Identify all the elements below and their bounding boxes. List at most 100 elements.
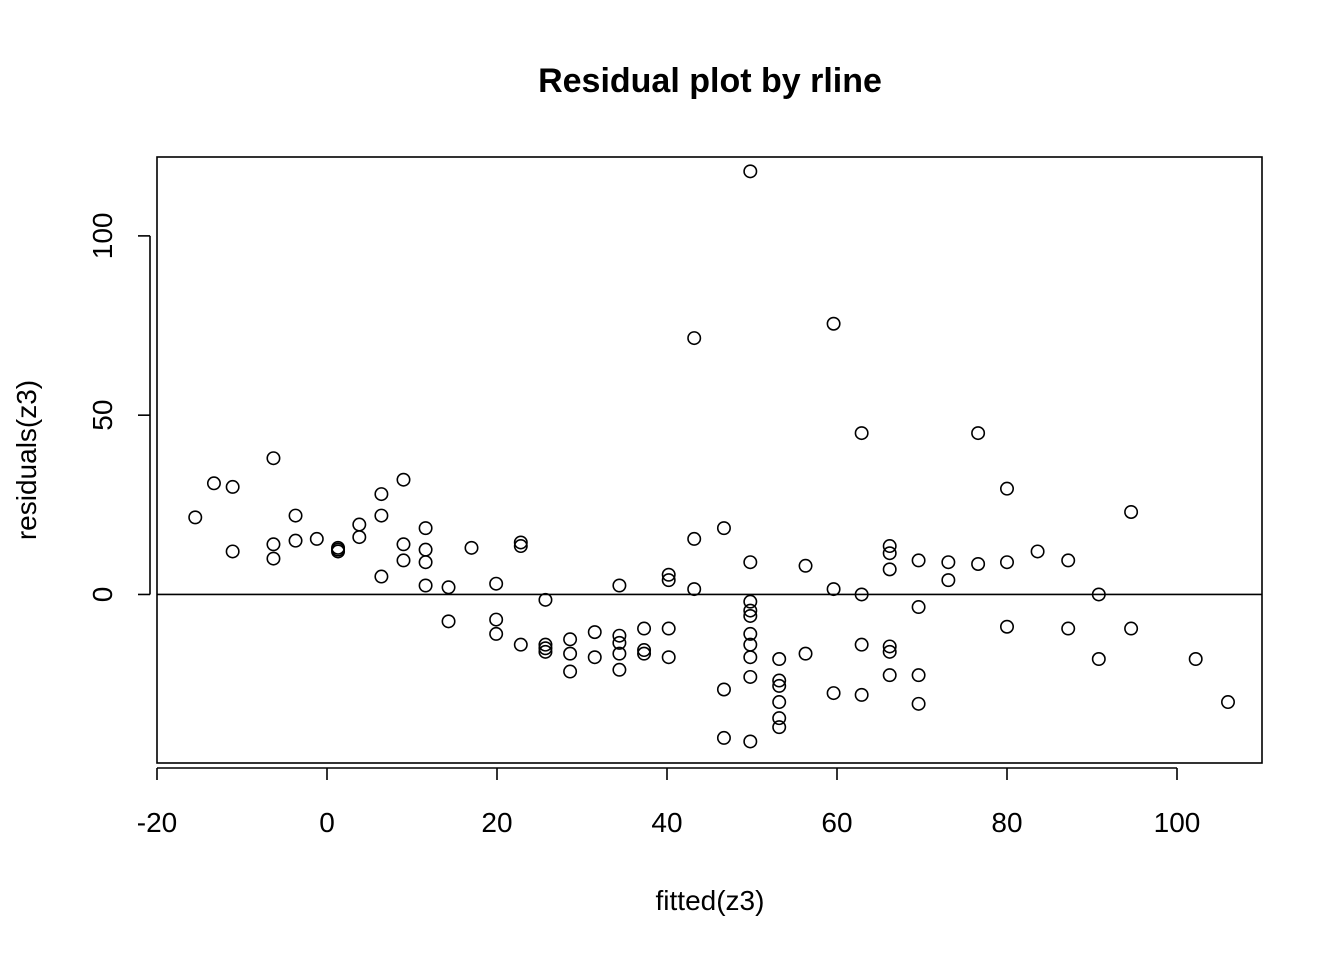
data-point bbox=[418, 521, 433, 536]
data-point bbox=[772, 652, 787, 667]
data-point bbox=[743, 555, 758, 570]
data-point bbox=[882, 639, 897, 654]
data-point bbox=[464, 540, 479, 555]
x-tick-label: 0 bbox=[319, 807, 335, 838]
y-tick-label: 100 bbox=[87, 213, 118, 260]
data-points bbox=[188, 164, 1236, 749]
data-point bbox=[612, 635, 627, 650]
data-point bbox=[288, 508, 303, 523]
data-point bbox=[225, 544, 240, 559]
x-axis: -20 0 20 40 60 80 100 bbox=[137, 767, 1201, 838]
data-point bbox=[798, 646, 813, 661]
data-point bbox=[854, 426, 869, 441]
data-point bbox=[637, 621, 652, 636]
data-point bbox=[772, 711, 787, 726]
data-point bbox=[612, 662, 627, 677]
data-point bbox=[743, 594, 758, 609]
data-point bbox=[743, 164, 758, 179]
data-point bbox=[911, 553, 926, 568]
data-point bbox=[206, 476, 221, 491]
data-point bbox=[882, 644, 897, 659]
data-point bbox=[661, 567, 676, 582]
x-tick-label: 20 bbox=[481, 807, 512, 838]
data-point bbox=[772, 720, 787, 735]
data-point bbox=[266, 537, 281, 552]
data-point bbox=[1061, 553, 1076, 568]
x-tick-label: -20 bbox=[137, 807, 177, 838]
data-point bbox=[587, 625, 602, 640]
y-tick-label: 50 bbox=[87, 400, 118, 431]
data-point bbox=[743, 650, 758, 665]
data-point bbox=[854, 587, 869, 602]
data-point bbox=[661, 650, 676, 665]
data-point bbox=[637, 643, 652, 658]
x-axis-label: fitted(z3) bbox=[656, 885, 765, 916]
data-point bbox=[772, 678, 787, 693]
data-point bbox=[854, 687, 869, 702]
data-point bbox=[374, 569, 389, 584]
data-point bbox=[1091, 652, 1106, 667]
data-point bbox=[374, 487, 389, 502]
data-point bbox=[489, 576, 504, 591]
x-tick-label: 60 bbox=[821, 807, 852, 838]
data-point bbox=[826, 582, 841, 597]
x-tick-label: 40 bbox=[651, 807, 682, 838]
chart-title: Residual plot by rline bbox=[538, 62, 882, 100]
x-tick-label: 80 bbox=[991, 807, 1022, 838]
data-point bbox=[1030, 544, 1045, 559]
data-point bbox=[716, 730, 731, 745]
data-point bbox=[743, 626, 758, 641]
data-point bbox=[743, 603, 758, 618]
data-point bbox=[882, 668, 897, 683]
data-point bbox=[743, 669, 758, 684]
data-point bbox=[612, 578, 627, 593]
data-point bbox=[661, 573, 676, 588]
data-point bbox=[911, 600, 926, 615]
data-point bbox=[266, 451, 281, 466]
data-point bbox=[288, 533, 303, 548]
data-point bbox=[396, 537, 411, 552]
data-point bbox=[743, 734, 758, 749]
data-point bbox=[999, 555, 1014, 570]
x-tick-label: 100 bbox=[1154, 807, 1201, 838]
data-point bbox=[1061, 621, 1076, 636]
data-point bbox=[489, 626, 504, 641]
plot-area-frame bbox=[156, 156, 1263, 764]
data-point bbox=[911, 696, 926, 711]
data-point bbox=[441, 580, 456, 595]
data-point bbox=[826, 316, 841, 331]
data-point bbox=[538, 592, 553, 607]
data-point bbox=[716, 521, 731, 536]
data-point bbox=[1221, 695, 1236, 710]
data-point bbox=[538, 637, 553, 652]
data-point bbox=[538, 641, 553, 656]
data-point bbox=[563, 632, 578, 647]
data-point bbox=[396, 472, 411, 487]
data-point bbox=[188, 510, 203, 525]
data-point bbox=[941, 573, 956, 588]
data-point bbox=[826, 686, 841, 701]
data-point bbox=[1124, 504, 1139, 519]
data-point bbox=[882, 546, 897, 561]
data-point bbox=[309, 531, 324, 546]
data-point bbox=[999, 619, 1014, 634]
data-point bbox=[612, 628, 627, 643]
data-point bbox=[1091, 587, 1106, 602]
data-point bbox=[352, 530, 367, 545]
data-point bbox=[798, 558, 813, 573]
data-point bbox=[225, 479, 240, 494]
data-point bbox=[971, 556, 986, 571]
data-point bbox=[587, 650, 602, 665]
data-point bbox=[513, 539, 528, 554]
data-point bbox=[687, 582, 702, 597]
data-point bbox=[563, 664, 578, 679]
y-tick-label: 0 bbox=[87, 587, 118, 603]
data-point bbox=[999, 481, 1014, 496]
data-point bbox=[513, 637, 528, 652]
data-point bbox=[941, 555, 956, 570]
data-point bbox=[441, 614, 456, 629]
data-point bbox=[911, 668, 926, 683]
data-point bbox=[882, 539, 897, 554]
data-point bbox=[716, 682, 731, 697]
